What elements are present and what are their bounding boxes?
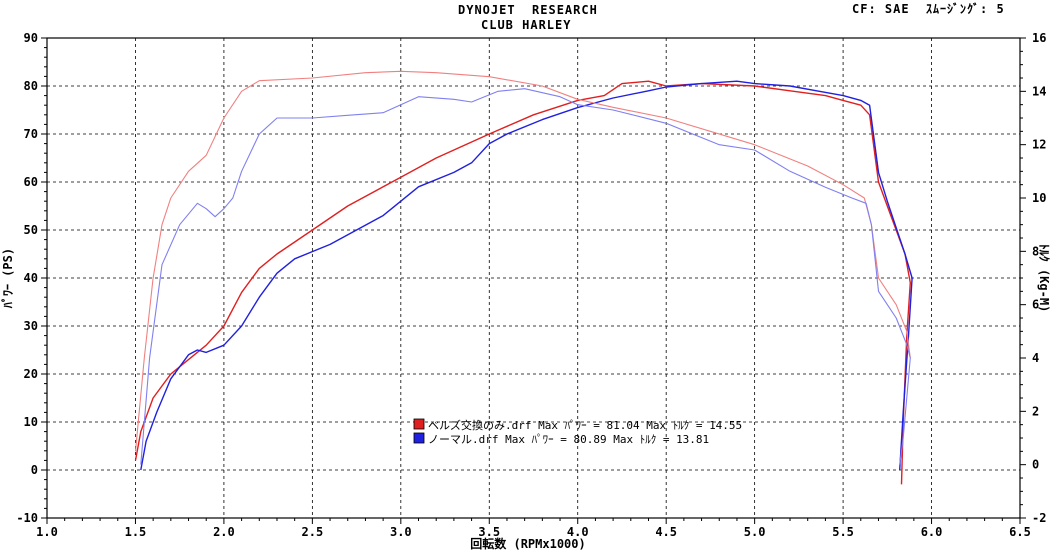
x-tick-label: 5.0 [744,525,766,539]
x-axis-label: 回転数 (RPMx1000) [470,536,585,551]
chart-title: DYNOJET RESEARCH [458,3,598,17]
y-right-tick-label: 12 [1032,138,1046,152]
legend-swatch [413,432,425,444]
y-left-tick-label: 0 [31,463,38,477]
series-line-torque-blue [140,88,911,465]
y-left-axis-label: ﾊﾟﾜｰ (PS) [0,248,15,309]
x-tick-label: 3.5 [478,525,500,539]
chart-subtitle: CLUB HARLEY [481,18,572,32]
legend-entry: ノーマル.drf Max ﾊﾟﾜｰ = 80.89 Max ﾄﾙｸ = 13.8… [428,433,709,446]
y-right-tick-label: -2 [1032,511,1046,525]
y-left-tick-label: 20 [24,367,38,381]
y-right-tick-label: 16 [1032,31,1046,45]
legend-entry: ベルズ交換のみ.drf Max ﾊﾟﾜｰ = 81.04 Max ﾄﾙｸ = 1… [428,418,742,432]
y-right-axis-label: ﾄﾙｸ (Kg-M) [1037,244,1051,313]
legend-swatch [413,418,425,430]
y-left-tick-label: 70 [24,127,38,141]
y-right-tick-label: 4 [1032,351,1039,365]
x-tick-label: 4.5 [655,525,677,539]
y-right-tick-label: 0 [1032,458,1039,472]
x-tick-label: 3.0 [390,525,412,539]
y-left-tick-label: -10 [16,511,38,525]
y-right-tick-label: 14 [1032,84,1046,98]
x-tick-label: 2.5 [302,525,324,539]
x-tick-label: 1.0 [36,525,58,539]
config-info: CF: SAE ｽﾑｰｼﾞﾝｸﾞ: 5 [852,2,1005,16]
y-right-tick-label: 8 [1032,244,1039,258]
y-left-tick-label: 60 [24,175,38,189]
x-tick-label: 6.0 [921,525,943,539]
x-tick-label: 2.0 [213,525,235,539]
y-right-tick-label: 10 [1032,191,1046,205]
series-line-power-red [134,80,911,485]
x-tick-label: 1.5 [125,525,147,539]
y-left-tick-label: 50 [24,223,38,237]
x-tick-label: 4.0 [567,525,589,539]
series-line-power-blue [140,80,913,471]
y-left-tick-label: 10 [24,415,38,429]
y-right-tick-label: 6 [1032,298,1039,312]
x-tick-label: 6.5 [1009,525,1031,539]
y-left-tick-label: 40 [24,271,38,285]
y-left-tick-label: 90 [24,31,38,45]
x-tick-label: 5.5 [832,525,854,539]
y-left-tick-label: 30 [24,319,38,333]
y-left-tick-label: 80 [24,79,38,93]
y-right-tick-label: 2 [1032,404,1039,418]
